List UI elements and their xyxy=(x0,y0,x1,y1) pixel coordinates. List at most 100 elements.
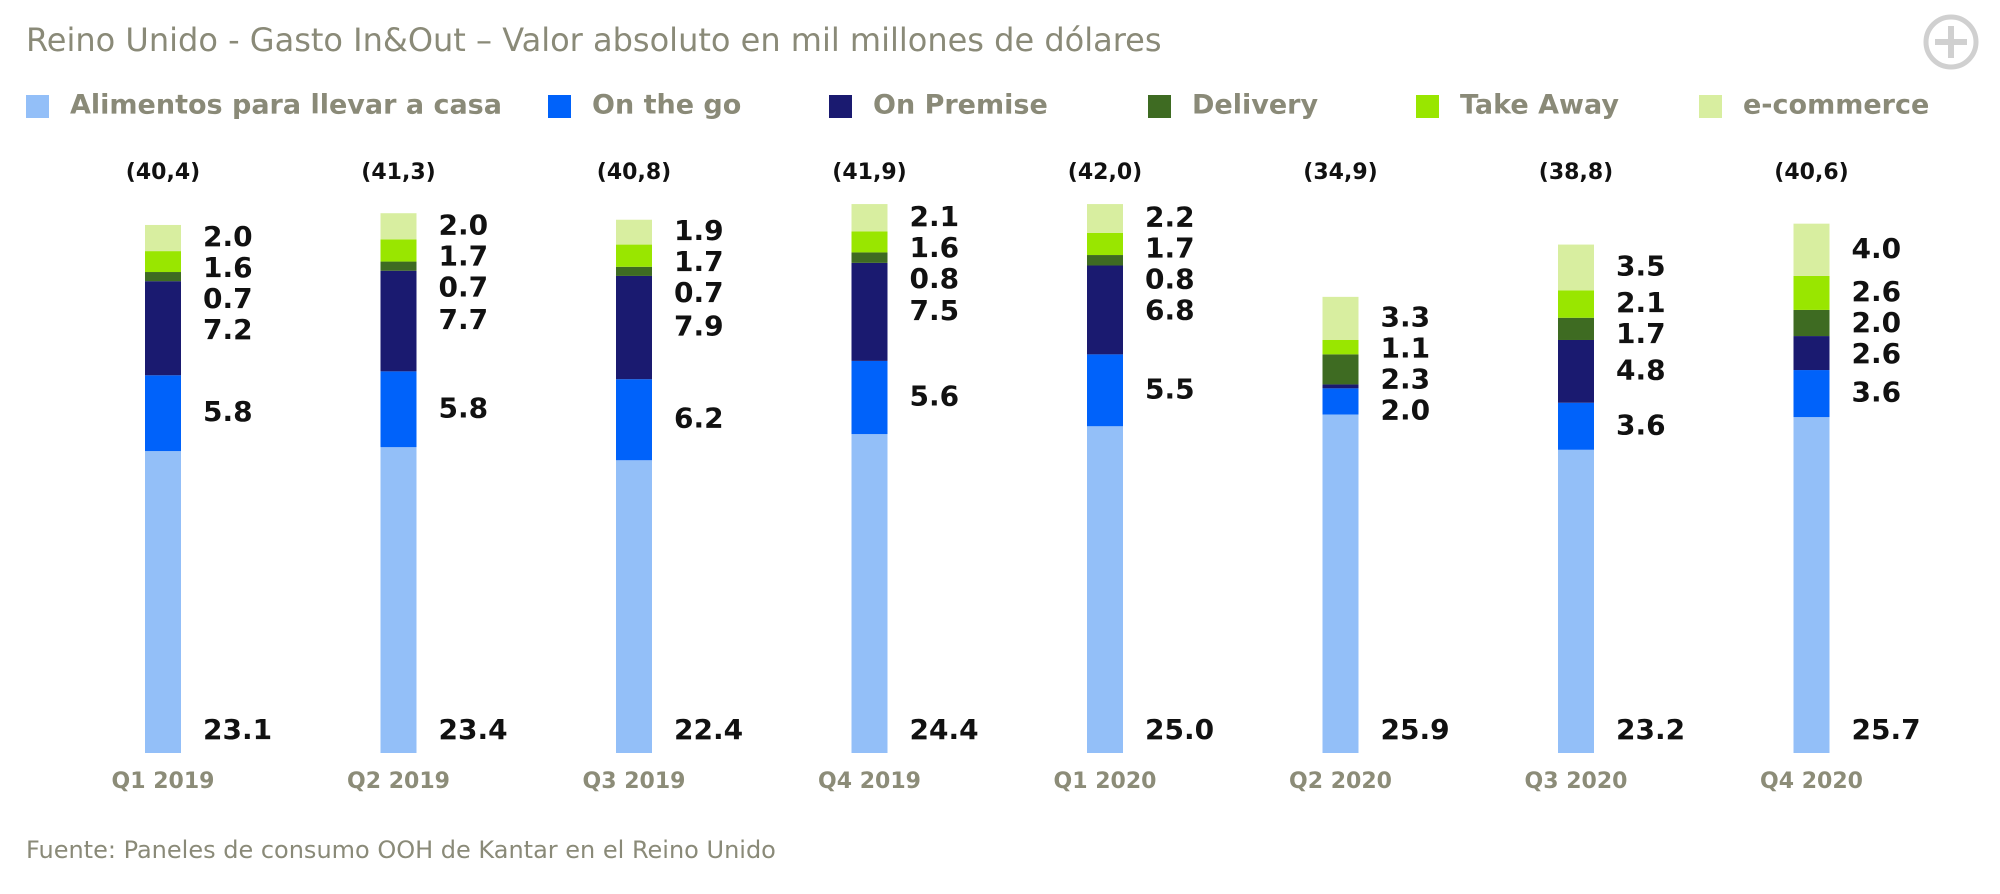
total-label: (40,8) xyxy=(597,160,671,185)
value-label: 2.0 xyxy=(1852,306,1902,339)
bar-segment xyxy=(1558,402,1594,450)
bar-segment xyxy=(851,262,888,361)
bar-segment xyxy=(1793,370,1830,418)
value-label: 7.9 xyxy=(674,310,724,343)
total-label: (34,9) xyxy=(1303,160,1377,185)
bar-segment xyxy=(1793,417,1830,753)
value-label: 2.0 xyxy=(1381,393,1431,426)
bar-segment xyxy=(1087,232,1123,256)
value-label: 23.1 xyxy=(203,713,272,746)
value-label: 1.7 xyxy=(1616,317,1666,350)
value-label: 25.9 xyxy=(1381,713,1450,746)
bar-segment xyxy=(145,281,181,376)
x-tick-label: Q4 2019 xyxy=(818,769,921,794)
bar-segment xyxy=(1322,296,1359,340)
bar-segment xyxy=(1322,384,1359,389)
total-label: (41,3) xyxy=(361,160,435,185)
total-label: (40,4) xyxy=(126,160,200,185)
value-label: 7.7 xyxy=(439,303,489,336)
bar-segment xyxy=(145,272,181,282)
bar-segment xyxy=(1087,255,1123,266)
value-label: 5.8 xyxy=(203,395,253,428)
legend-label: On Premise xyxy=(873,90,1048,121)
value-label: 1.9 xyxy=(674,214,724,247)
value-label: 3.6 xyxy=(1616,408,1666,441)
value-label: 25.7 xyxy=(1852,713,1921,746)
value-label: 7.2 xyxy=(203,313,253,346)
value-label: 4.0 xyxy=(1852,232,1902,265)
x-tick-label: Q1 2020 xyxy=(1054,769,1157,794)
total-label: (40,6) xyxy=(1774,160,1848,185)
bar-segment xyxy=(1322,414,1359,753)
value-label: 2.1 xyxy=(910,200,960,233)
bar-segment xyxy=(1558,317,1594,340)
value-label: 1.7 xyxy=(439,239,489,272)
bar-segment xyxy=(851,231,888,253)
legend-swatch xyxy=(26,95,49,118)
value-label: 2.0 xyxy=(439,208,489,241)
value-label: 2.2 xyxy=(1145,200,1195,233)
bar-segment xyxy=(380,261,417,271)
source-note: Fuente: Paneles de consumo OOH de Kantar… xyxy=(26,836,776,864)
value-label: 0.7 xyxy=(203,282,253,315)
value-label: 2.1 xyxy=(1616,286,1666,319)
bar-segment xyxy=(851,360,888,435)
bar-segment xyxy=(1322,388,1359,415)
value-label: 2.6 xyxy=(1852,275,1902,308)
bar-segment xyxy=(1793,336,1830,371)
bar-segment xyxy=(616,219,652,245)
value-label: 23.2 xyxy=(1616,713,1685,746)
x-tick-label: Q1 2019 xyxy=(112,769,215,794)
value-label: 23.4 xyxy=(439,713,508,746)
value-label: 0.8 xyxy=(1145,262,1195,295)
bar-segment xyxy=(1558,449,1594,753)
bar-segment xyxy=(380,239,417,262)
legend-swatch xyxy=(1148,95,1171,118)
x-tick-label: Q2 2019 xyxy=(347,769,450,794)
bar-segment xyxy=(145,251,181,273)
value-label: 1.7 xyxy=(1145,231,1195,264)
bar-segment xyxy=(1558,290,1594,318)
legend-label: Delivery xyxy=(1192,90,1318,121)
bar-segment xyxy=(145,375,181,452)
bar-segment xyxy=(851,252,888,263)
bar-segment xyxy=(616,275,652,380)
legend-swatch xyxy=(1699,95,1722,118)
bar-segment xyxy=(380,447,417,753)
value-label: 1.6 xyxy=(203,251,253,284)
bar-segment xyxy=(1087,204,1123,233)
bar-segment xyxy=(616,266,652,276)
bar-segment xyxy=(616,460,652,753)
value-label: 6.8 xyxy=(1145,293,1195,326)
bar-segment xyxy=(380,213,417,240)
bar-segment xyxy=(1087,426,1123,753)
bar-segment xyxy=(1793,223,1830,276)
value-label: 1.6 xyxy=(910,231,960,264)
legend-swatch xyxy=(829,95,852,118)
bar-segment xyxy=(851,434,888,753)
x-tick-label: Q3 2019 xyxy=(583,769,686,794)
value-label: 3.5 xyxy=(1616,249,1666,282)
bar-segment xyxy=(380,371,417,448)
value-label: 0.7 xyxy=(674,276,724,309)
bar-segment xyxy=(851,204,888,232)
plus-button[interactable] xyxy=(1923,14,1979,70)
legend-swatch xyxy=(548,95,571,118)
x-tick-label: Q3 2020 xyxy=(1525,769,1628,794)
value-label: 2.0 xyxy=(203,220,253,253)
value-label: 3.6 xyxy=(1852,376,1902,409)
bar-segment xyxy=(1793,275,1830,310)
legend-label: Alimentos para llevar a casa xyxy=(70,90,502,121)
value-label: 2.3 xyxy=(1381,362,1431,395)
value-label: 2.6 xyxy=(1852,337,1902,370)
bar-segment xyxy=(1087,354,1123,427)
legend-label: On the go xyxy=(592,90,741,121)
value-label: 0.8 xyxy=(910,262,960,295)
bar-segment xyxy=(380,270,417,372)
bar-segment xyxy=(1087,265,1123,355)
value-label: 5.6 xyxy=(910,379,960,412)
legend-swatch xyxy=(1416,95,1439,118)
bar-segment xyxy=(616,244,652,267)
value-label: 3.3 xyxy=(1381,300,1431,333)
x-tick-label: Q4 2020 xyxy=(1760,769,1863,794)
